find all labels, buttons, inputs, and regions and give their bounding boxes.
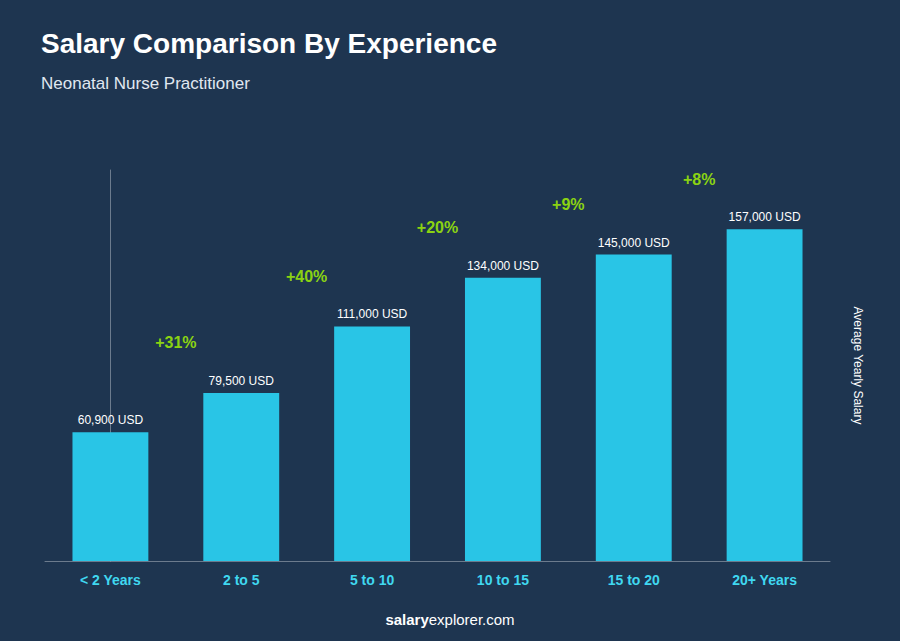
svg-text:Salary Comparison By Experienc: Salary Comparison By Experience xyxy=(41,28,497,59)
svg-text:5 to 10: 5 to 10 xyxy=(350,572,395,588)
svg-text:+8%: +8% xyxy=(683,171,715,188)
svg-text:salary: salary xyxy=(385,611,429,628)
svg-text:2 to 5: 2 to 5 xyxy=(223,572,260,588)
svg-text:Average Yearly Salary: Average Yearly Salary xyxy=(851,307,865,425)
svg-text:+9%: +9% xyxy=(552,196,584,213)
svg-text:157,000 USD: 157,000 USD xyxy=(729,210,801,224)
svg-text:111,000 USD: 111,000 USD xyxy=(337,307,408,321)
svg-text:79,500 USD: 79,500 USD xyxy=(209,374,275,388)
svg-text:+31%: +31% xyxy=(155,334,196,351)
svg-text:20+ Years: 20+ Years xyxy=(732,572,797,588)
svg-text:145,000 USD: 145,000 USD xyxy=(598,236,670,250)
svg-text:+20%: +20% xyxy=(417,219,458,236)
svg-text:134,000 USD: 134,000 USD xyxy=(467,259,539,273)
svg-text:explorer.com: explorer.com xyxy=(429,611,515,628)
svg-text:< 2 Years: < 2 Years xyxy=(80,572,141,588)
svg-text:+40%: +40% xyxy=(286,268,327,285)
svg-text:15 to 20: 15 to 20 xyxy=(608,572,660,588)
svg-text:10 to 15: 10 to 15 xyxy=(477,572,529,588)
svg-text:Neonatal Nurse Practitioner: Neonatal Nurse Practitioner xyxy=(41,74,250,93)
svg-text:60,900 USD: 60,900 USD xyxy=(78,413,144,427)
